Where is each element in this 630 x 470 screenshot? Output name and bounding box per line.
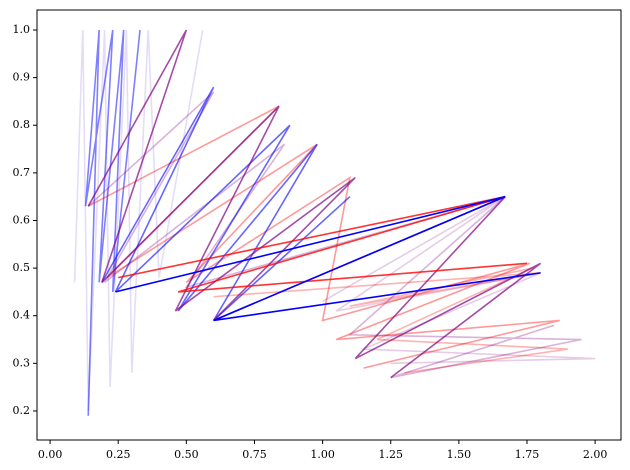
x-tick-label: 0.00	[38, 448, 63, 461]
y-tick-label: 0.3	[13, 356, 31, 369]
y-tick-label: 0.2	[13, 404, 31, 417]
line-series	[118, 195, 528, 293]
x-tick-label: 1.25	[378, 448, 403, 461]
line-series	[115, 195, 541, 322]
line-series	[87, 105, 560, 369]
x-tick-label: 0.75	[242, 448, 267, 461]
y-tick-label: 0.7	[13, 166, 31, 179]
y-tick-label: 0.6	[13, 213, 31, 226]
x-tick-label: 1.75	[515, 448, 540, 461]
y-tick-label: 0.9	[13, 71, 31, 84]
y-tick-label: 0.5	[13, 261, 31, 274]
x-tick-label: 0.25	[106, 448, 131, 461]
y-tick-label: 0.8	[13, 118, 31, 131]
x-tick-label: 2.00	[583, 448, 608, 461]
plot-area	[73, 29, 596, 416]
line-series	[87, 91, 582, 379]
y-tick-label: 0.4	[13, 309, 31, 322]
line-series	[73, 29, 204, 411]
axes-frame	[36, 9, 622, 441]
x-tick-label: 1.00	[310, 448, 335, 461]
y-tick-label: 1.0	[13, 23, 31, 36]
line-series	[84, 29, 141, 416]
x-tick-label: 1.50	[447, 448, 472, 461]
line-series	[101, 86, 351, 322]
line-series	[87, 29, 542, 379]
x-tick-label: 0.50	[174, 448, 199, 461]
